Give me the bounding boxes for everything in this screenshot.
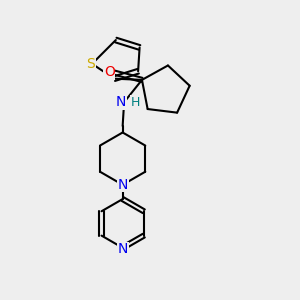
Text: S: S: [86, 57, 95, 71]
Text: N: N: [116, 95, 126, 109]
Text: O: O: [104, 65, 115, 80]
Text: H: H: [131, 96, 140, 109]
Text: N: N: [118, 178, 128, 192]
Text: N: N: [118, 242, 128, 256]
